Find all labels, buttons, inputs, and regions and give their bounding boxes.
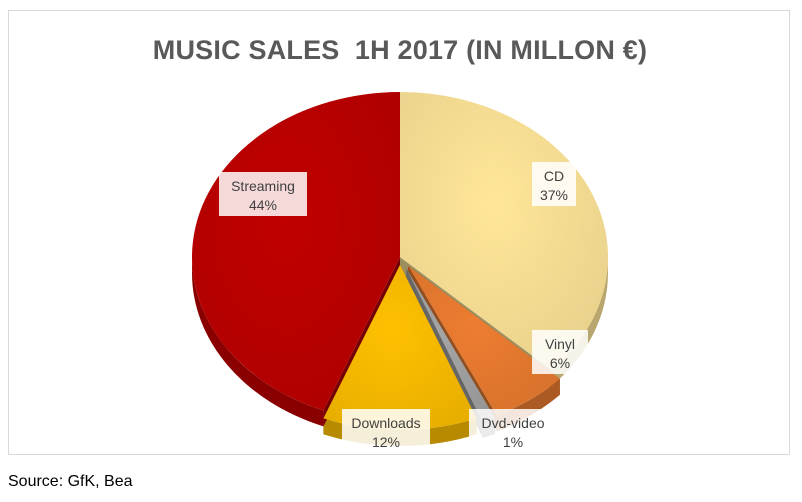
data-label-streaming: Streaming 44% [219, 172, 307, 216]
data-label-value: 1% [503, 434, 523, 450]
data-label-name: Downloads [351, 415, 420, 431]
data-label-value: 12% [372, 434, 400, 450]
pie-slice-side-streaming [192, 257, 324, 427]
data-label-name: Dvd-video [481, 415, 544, 431]
pie-slice-cd [400, 92, 609, 370]
data-label-downloads: Downloads 12% [342, 409, 430, 453]
chart-title: MUSIC SALES 1H 2017 (IN MILLON €) [152, 35, 648, 65]
data-label-value: 37% [540, 187, 568, 203]
pie-slice-downloads [323, 264, 477, 430]
data-label-vinyl: Vinyl 6% [532, 330, 588, 374]
data-label-name: Vinyl [545, 336, 575, 352]
data-label-cd: CD 37% [532, 162, 576, 206]
data-label-value: 44% [249, 197, 277, 213]
data-label-name: CD [544, 168, 564, 184]
source-note: Source: GfK, Bea [8, 473, 133, 490]
pie-slice-vinyl [408, 265, 560, 416]
pie-chart: CD 37% Vinyl 6% Dvd-video 1% Downloads 12% Strea… [191, 92, 609, 453]
pie-slice-dvd-video [406, 268, 495, 423]
data-label-name: Streaming [231, 178, 295, 194]
data-label-dvd-video: Dvd-video 1% [469, 409, 557, 453]
data-label-value: 6% [550, 355, 570, 371]
chart-area: MUSIC SALES 1H 2017 (IN MILLON €) CD 37% V… [8, 10, 790, 455]
pie-slice-streaming [191, 92, 400, 411]
